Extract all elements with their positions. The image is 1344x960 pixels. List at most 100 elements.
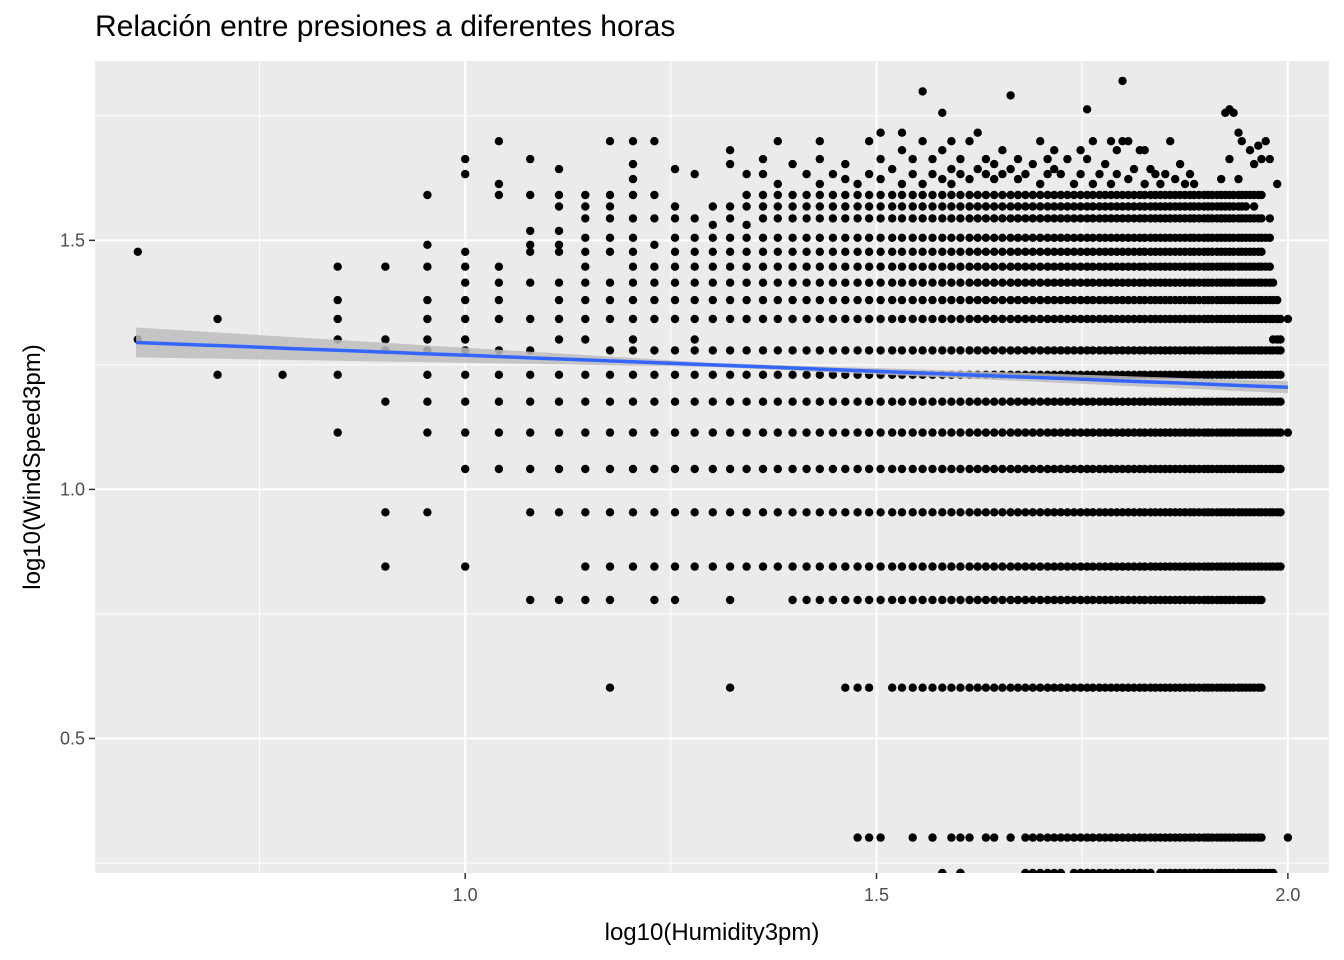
data-point [1056, 314, 1066, 324]
data-point [133, 247, 142, 256]
data-point [1088, 833, 1098, 842]
data-point [965, 346, 974, 355]
data-point [1006, 833, 1015, 842]
data-point [928, 595, 937, 605]
data-point [1063, 595, 1072, 605]
data-point [708, 428, 717, 437]
data-point [1050, 595, 1059, 605]
data-point [1021, 833, 1030, 842]
data-point [981, 295, 991, 305]
data-point [815, 562, 824, 571]
data-point [1101, 562, 1110, 571]
points-layer [133, 76, 1293, 873]
data-point [1140, 214, 1149, 223]
data-point [1036, 214, 1045, 223]
data-point [758, 295, 768, 305]
data-point [773, 346, 782, 355]
data-point [1021, 595, 1030, 605]
data-point [628, 370, 638, 379]
data-point [1063, 397, 1072, 406]
data-point [1129, 562, 1139, 571]
data-point [928, 278, 937, 287]
data-point [1082, 154, 1092, 164]
data-point [650, 137, 659, 146]
data-point [1063, 278, 1072, 287]
data-point [494, 190, 504, 200]
data-point [956, 346, 965, 355]
data-point [998, 262, 1007, 271]
data-point [1028, 314, 1038, 324]
data-point [1013, 428, 1023, 437]
data-point [725, 595, 735, 605]
data-point [928, 169, 937, 179]
data-point [1088, 562, 1098, 571]
data-point [928, 154, 937, 164]
data-point [864, 190, 874, 200]
data-point [965, 278, 974, 287]
data-point [1063, 314, 1072, 324]
data-point [1276, 464, 1285, 474]
data-point [1257, 833, 1266, 842]
data-point [802, 370, 811, 379]
data-point [876, 397, 885, 406]
data-point [908, 464, 917, 474]
data-point [605, 233, 615, 242]
data-point [725, 202, 735, 211]
data-point [938, 233, 947, 242]
data-point [1006, 262, 1015, 271]
data-point [1088, 346, 1098, 355]
data-point [897, 508, 907, 517]
data-point [1006, 508, 1015, 517]
data-point [581, 464, 590, 474]
data-point [956, 683, 965, 692]
data-point [1140, 562, 1149, 571]
data-point [828, 428, 838, 437]
data-point [1028, 397, 1038, 406]
data-point [981, 169, 991, 179]
data-point [956, 464, 965, 474]
data-point [758, 464, 768, 474]
data-point [1076, 508, 1085, 517]
data-point [1106, 295, 1116, 305]
data-point [888, 508, 897, 517]
data-point [333, 295, 342, 305]
data-point [1056, 233, 1066, 242]
data-point [998, 190, 1007, 200]
data-point [1088, 428, 1098, 437]
data-point [1101, 508, 1110, 517]
data-point [1063, 202, 1072, 211]
data-point [1257, 154, 1266, 164]
data-point [918, 295, 927, 305]
data-point [725, 683, 735, 692]
data-point [1101, 190, 1110, 200]
data-point [1013, 190, 1023, 200]
data-point [742, 370, 751, 379]
data-point [1063, 428, 1072, 437]
data-point [981, 562, 991, 571]
data-point [725, 428, 735, 437]
data-point [1006, 346, 1015, 355]
data-point [1082, 247, 1092, 256]
data-point [461, 247, 470, 256]
data-point [908, 428, 917, 437]
data-point [853, 247, 862, 256]
data-point [1028, 295, 1038, 305]
data-point [758, 214, 768, 223]
data-point [1028, 247, 1038, 256]
data-point [1101, 346, 1110, 355]
data-point [1101, 295, 1110, 305]
data-point [670, 247, 680, 256]
data-point [554, 335, 564, 344]
data-point [981, 346, 991, 355]
data-point [1050, 464, 1059, 474]
data-point [938, 174, 947, 184]
data-point [725, 159, 735, 169]
data-point [841, 428, 850, 437]
data-point [526, 428, 535, 437]
data-point [758, 508, 768, 517]
data-point [1036, 346, 1045, 355]
data-point [853, 508, 862, 517]
data-point [1101, 595, 1110, 605]
data-point [1069, 190, 1079, 200]
data-point [1028, 562, 1038, 571]
